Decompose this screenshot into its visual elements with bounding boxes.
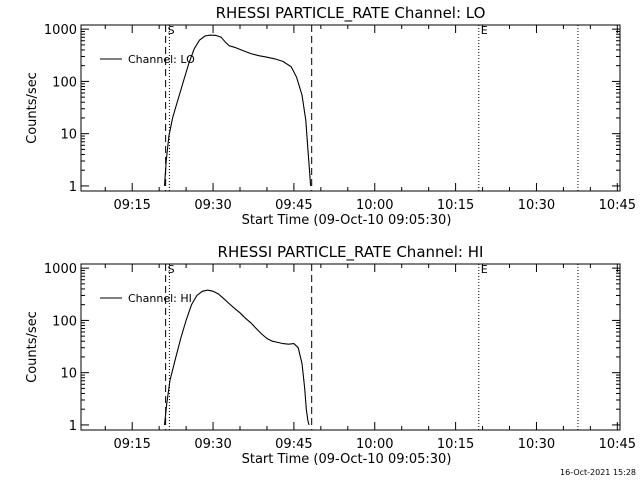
x-tick-label: 10:00 bbox=[356, 437, 393, 452]
x-tick-label: 09:15 bbox=[113, 198, 150, 213]
x-tick-label: 09:45 bbox=[275, 437, 312, 452]
y-axis-label: Counts/sec bbox=[25, 72, 40, 144]
x-tick-label: 10:30 bbox=[518, 437, 555, 452]
y-tick-label: 1000 bbox=[44, 23, 77, 38]
x-tick-label: 09:15 bbox=[113, 437, 150, 452]
x-tick-label: 10:45 bbox=[599, 198, 636, 213]
flag-s: S bbox=[168, 263, 175, 276]
x-tick-label: 10:15 bbox=[437, 437, 474, 452]
flag-e: E bbox=[481, 263, 488, 276]
x-tick-label: 09:30 bbox=[194, 437, 231, 452]
y-tick-label: 10 bbox=[60, 367, 77, 382]
chart-title: RHESSI PARTICLE_RATE Channel: LO bbox=[216, 4, 486, 23]
x-tick-label: 09:45 bbox=[275, 198, 312, 213]
x-tick-label: 09:30 bbox=[194, 198, 231, 213]
legend-label: Channel: HI bbox=[128, 292, 192, 305]
y-tick-label: 1 bbox=[69, 180, 77, 195]
series-line bbox=[163, 289, 310, 426]
plot-frame bbox=[80, 24, 621, 192]
flag-s: S bbox=[168, 24, 175, 37]
x-tick-label: 10:00 bbox=[356, 198, 393, 213]
plot-frame bbox=[80, 263, 621, 431]
y-axis-label: Counts/sec bbox=[25, 311, 40, 383]
x-tick-label: 10:30 bbox=[518, 198, 555, 213]
x-tick-label: 10:45 bbox=[599, 437, 636, 452]
x-axis-label: Start Time (09-Oct-10 09:05:30) bbox=[242, 452, 452, 467]
flag-e: E bbox=[481, 24, 488, 37]
y-tick-label: 1000 bbox=[44, 262, 77, 277]
footer-timestamp: 16-Oct-2021 15:28 bbox=[560, 468, 636, 477]
y-tick-label: 100 bbox=[52, 75, 77, 90]
y-tick-label: 1 bbox=[69, 419, 77, 434]
panel-hi: RHESSI PARTICLE_RATE Channel: HI 1 10 100 10… bbox=[25, 243, 636, 467]
chart-title: RHESSI PARTICLE_RATE Channel: HI bbox=[218, 243, 484, 262]
panel-lo: RHESSI PARTICLE_RATE Channel: LO 1 10 100 10… bbox=[25, 4, 636, 228]
x-axis-label: Start Time (09-Oct-10 09:05:30) bbox=[242, 213, 452, 228]
series-line bbox=[163, 34, 312, 186]
legend-label: Channel: LO bbox=[128, 53, 195, 66]
y-tick-label: 10 bbox=[60, 128, 77, 143]
x-tick-label: 10:15 bbox=[437, 198, 474, 213]
y-tick-label: 100 bbox=[52, 314, 77, 329]
